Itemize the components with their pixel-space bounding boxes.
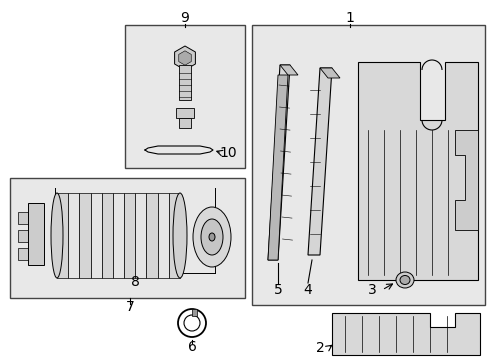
Bar — [57, 193, 68, 278]
Text: 6: 6 — [187, 340, 196, 354]
Bar — [28, 203, 44, 265]
Ellipse shape — [395, 272, 413, 288]
Bar — [179, 118, 191, 128]
Bar — [251, 25, 484, 305]
Ellipse shape — [183, 315, 200, 331]
Bar — [135, 193, 146, 278]
Polygon shape — [280, 65, 297, 75]
Polygon shape — [331, 313, 479, 355]
Ellipse shape — [51, 193, 63, 278]
Bar — [192, 309, 197, 316]
Bar — [168, 193, 180, 278]
Text: 8: 8 — [130, 275, 139, 289]
Text: 4: 4 — [303, 283, 312, 297]
Polygon shape — [179, 51, 191, 65]
Ellipse shape — [173, 193, 186, 278]
Text: 7: 7 — [125, 300, 134, 314]
Bar — [102, 193, 113, 278]
Text: 3: 3 — [367, 283, 376, 297]
Bar — [68, 193, 79, 278]
Text: 10: 10 — [219, 146, 236, 160]
Bar — [124, 193, 135, 278]
Text: 5: 5 — [273, 283, 282, 297]
Ellipse shape — [193, 207, 230, 267]
Bar — [18, 212, 32, 224]
Bar — [10, 178, 244, 298]
Polygon shape — [267, 65, 289, 260]
Bar — [79, 193, 90, 278]
Polygon shape — [307, 68, 331, 255]
Ellipse shape — [208, 233, 215, 241]
Polygon shape — [267, 75, 287, 260]
Bar — [18, 248, 32, 260]
Bar — [18, 230, 32, 242]
Bar — [176, 108, 194, 118]
Polygon shape — [454, 130, 477, 230]
Bar — [125, 25, 244, 168]
Bar — [113, 193, 124, 278]
Bar — [179, 65, 191, 100]
Bar — [90, 193, 102, 278]
Ellipse shape — [178, 309, 205, 337]
Text: 2: 2 — [315, 341, 324, 355]
Bar — [157, 193, 168, 278]
Polygon shape — [357, 62, 477, 280]
Bar — [146, 193, 157, 278]
Text: 1: 1 — [345, 11, 354, 25]
Polygon shape — [319, 68, 339, 78]
Text: 9: 9 — [180, 11, 189, 25]
Ellipse shape — [399, 275, 409, 284]
Ellipse shape — [201, 219, 223, 255]
Polygon shape — [174, 46, 195, 70]
